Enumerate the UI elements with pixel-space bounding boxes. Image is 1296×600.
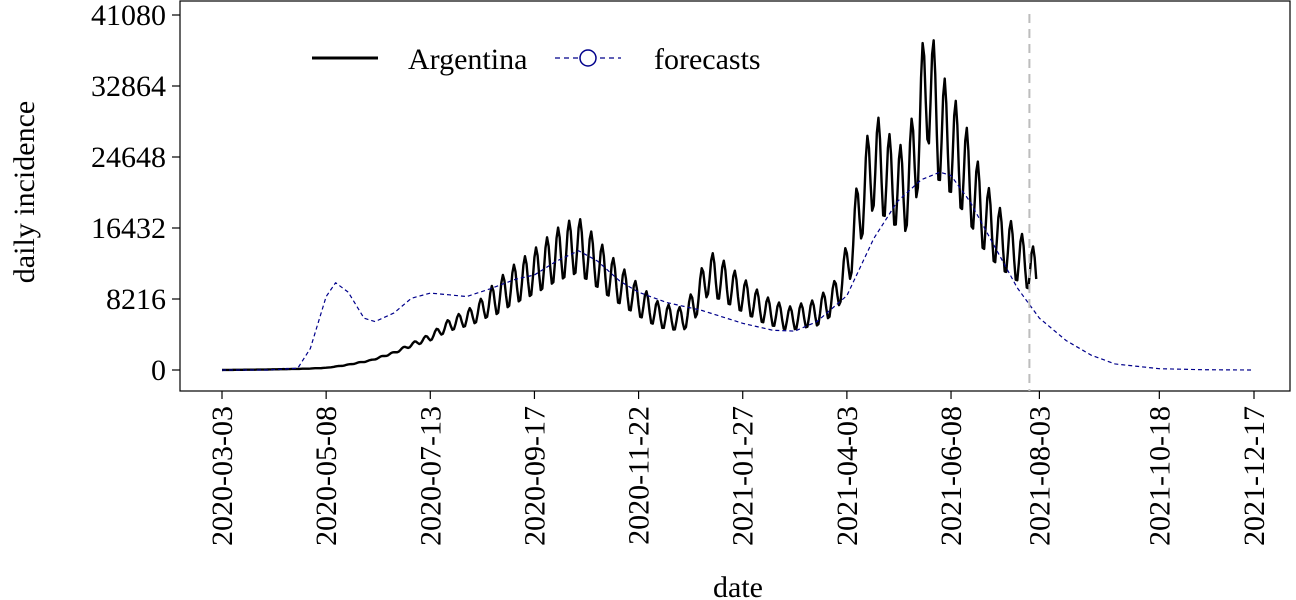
x-tick-label: 2021-06-08 (935, 406, 968, 546)
x-tick-label: 2020-09-17 (518, 406, 551, 546)
x-tick-label: 2020-07-13 (414, 406, 447, 546)
x-tick-label: 2020-11-22 (623, 406, 656, 545)
y-tick-label: 8216 (106, 283, 166, 316)
x-axis-label: date (713, 571, 763, 600)
legend-label-argentina: Argentina (408, 43, 527, 76)
legend: Argentina forecasts (312, 43, 761, 76)
x-tick-label: 2021-08-03 (1023, 406, 1056, 546)
x-tick-label: 2020-05-08 (310, 406, 343, 546)
x-tick-label: 2021-12-17 (1238, 406, 1271, 546)
series-line-forecasts (222, 171, 1255, 371)
x-tick-label: 2020-03-03 (206, 406, 239, 546)
y-tick-label: 0 (151, 354, 166, 387)
plot-frame (179, 0, 1291, 392)
y-tick-label: 24648 (91, 141, 166, 174)
y-tick-label: 16432 (91, 212, 166, 245)
x-tick-label: 2021-04-03 (831, 406, 864, 546)
legend-label-forecasts: forecasts (654, 43, 761, 76)
series-line-argentina (221, 39, 1038, 372)
y-tick-label: 32864 (91, 70, 166, 103)
y-tick-label: 41080 (91, 0, 166, 32)
legend-marker-forecasts (579, 49, 597, 67)
series-layer (221, 39, 1255, 372)
x-tick-label: 2021-01-27 (727, 406, 760, 546)
x-tick-label: 2021-10-18 (1143, 406, 1176, 546)
y-axis-label: daily incidence (8, 101, 41, 283)
axes: 0 8216 16432 24648 32864 41080 2020-03-03 2020-… (91, 0, 1271, 546)
